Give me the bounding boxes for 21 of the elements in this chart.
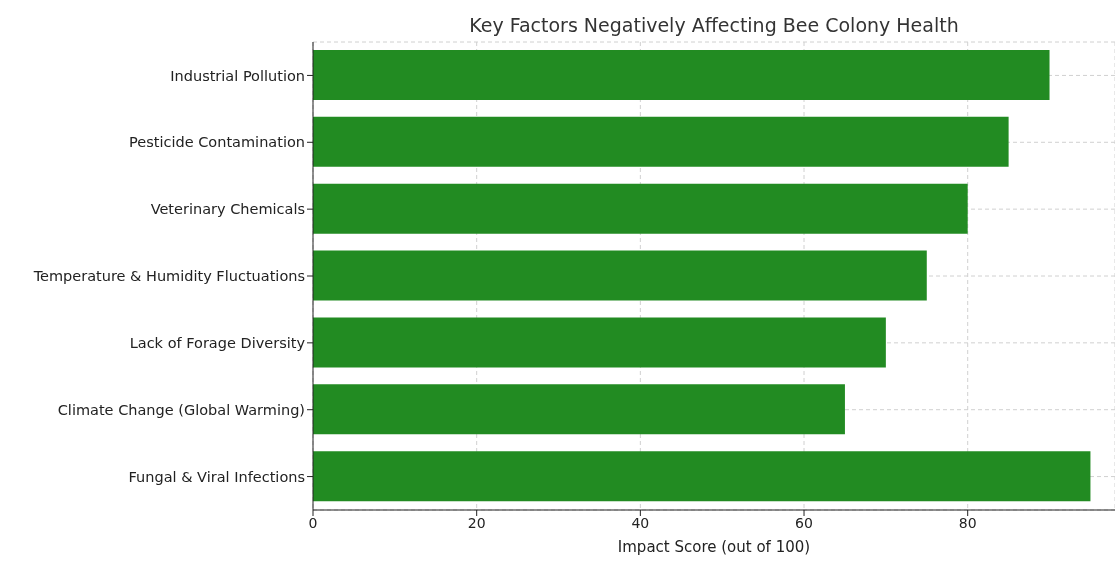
x-tick-label: 80 (958, 514, 977, 531)
bar (313, 451, 1091, 502)
y-tick-label: Temperature & Humidity Fluctuations (32, 268, 305, 285)
y-tick-label: Veterinary Chemicals (150, 201, 305, 218)
chart-title: Key Factors Negatively Affecting Bee Colony Health (468, 14, 960, 36)
y-tick-label: Industrial Pollution (170, 67, 305, 84)
bar (313, 183, 968, 234)
y-tick-label: Pesticide Contamination (129, 134, 305, 151)
x-axis-title: Impact Score (out of 100) (616, 538, 812, 556)
x-tick-label: 0 (308, 514, 318, 531)
bar (313, 384, 845, 435)
y-tick-label: Lack of Forage Diversity (129, 335, 306, 351)
x-tick-label: 60 (795, 514, 813, 531)
y-tick-label: Climate Change (Global Warming) (57, 401, 305, 418)
x-tick-label: 40 (631, 514, 650, 531)
bar (313, 317, 886, 368)
bar (313, 50, 1050, 100)
bar (313, 116, 1009, 167)
bar (313, 250, 927, 301)
x-tick-label: 20 (467, 514, 486, 531)
y-tick-label: Fungal & Viral Infections (128, 468, 305, 485)
